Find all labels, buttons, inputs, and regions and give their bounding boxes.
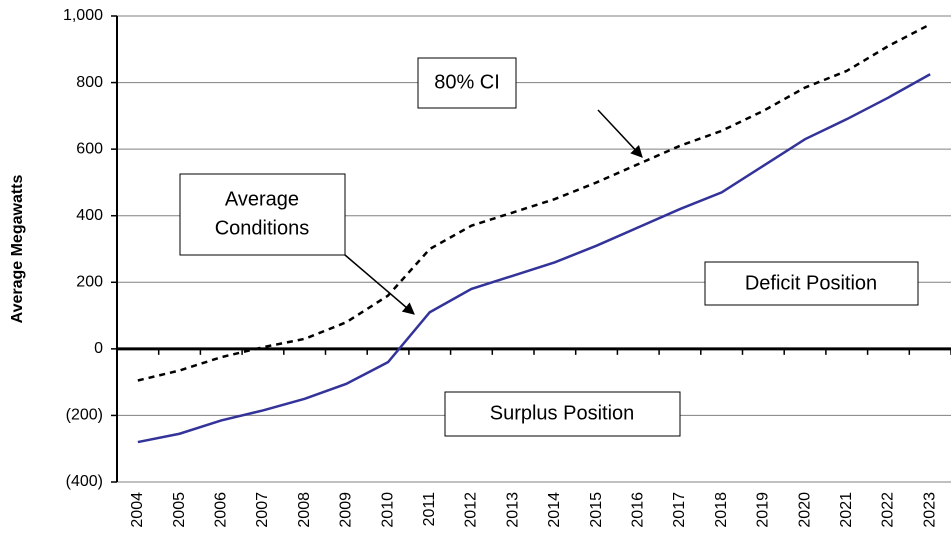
x-tick-label: 2009: [338, 492, 355, 528]
annotation-deficit: Deficit Position: [704, 261, 919, 306]
x-tick-label: 2008: [296, 492, 313, 528]
annotation-surplus: Surplus Position: [444, 391, 681, 437]
callout-box: [444, 391, 681, 437]
x-tick-label: 2014: [546, 492, 563, 528]
annotation: Surplus Position: [490, 402, 635, 424]
x-tick-label: 2010: [379, 492, 396, 528]
y-tick-label: 200: [76, 274, 103, 291]
y-tick-label: 1,000: [63, 7, 103, 24]
y-tick-label: 400: [76, 207, 103, 224]
x-tick-label: 2015: [588, 492, 605, 528]
x-tick-label: 2023: [921, 492, 938, 528]
x-tick-label: 2006: [212, 492, 229, 528]
annotation: Average: [225, 188, 299, 210]
callout-box: [704, 261, 919, 306]
x-tick-label: 2021: [838, 492, 855, 528]
arrow: [344, 254, 415, 315]
arrow: [597, 109, 643, 158]
callout-box: [179, 173, 346, 256]
x-tick-label: 2018: [713, 492, 730, 528]
x-tick-label: 2022: [880, 492, 897, 528]
y-tick-label: (400): [66, 473, 103, 490]
callout-box: [417, 57, 517, 109]
annotation-ci: 80% CI: [417, 57, 643, 158]
x-tick-label: 2020: [796, 492, 813, 528]
x-tick-label: 2011: [421, 492, 438, 527]
x-tick-label: 2012: [463, 492, 480, 528]
x-tick-label: 2017: [671, 492, 688, 528]
x-tick-label: 2016: [629, 492, 646, 528]
annotation-average: Average Conditions: [179, 173, 415, 315]
x-tick-label: 2019: [755, 492, 772, 528]
y-tick-label: (200): [66, 407, 103, 424]
y-axis-title: Average Megawatts: [9, 175, 26, 324]
y-tick-label: 600: [76, 140, 103, 157]
annotation: Deficit Position: [745, 272, 877, 294]
x-tick-label: 2004: [129, 492, 146, 528]
y-tick-label: 800: [76, 74, 103, 91]
annotation: Conditions: [215, 217, 310, 239]
x-tick-label: 2007: [254, 492, 271, 528]
x-tick-label: 2005: [171, 492, 188, 528]
series-line: [137, 23, 931, 382]
plot-area: (400) (200) 0 200 400 600 800 1,000 2004 2005 2006…: [63, 7, 951, 528]
series-line: [137, 73, 931, 444]
y-tick-label: 0: [94, 340, 103, 357]
annotation: 80% CI: [434, 71, 500, 93]
x-tick-label: 2013: [504, 492, 521, 528]
